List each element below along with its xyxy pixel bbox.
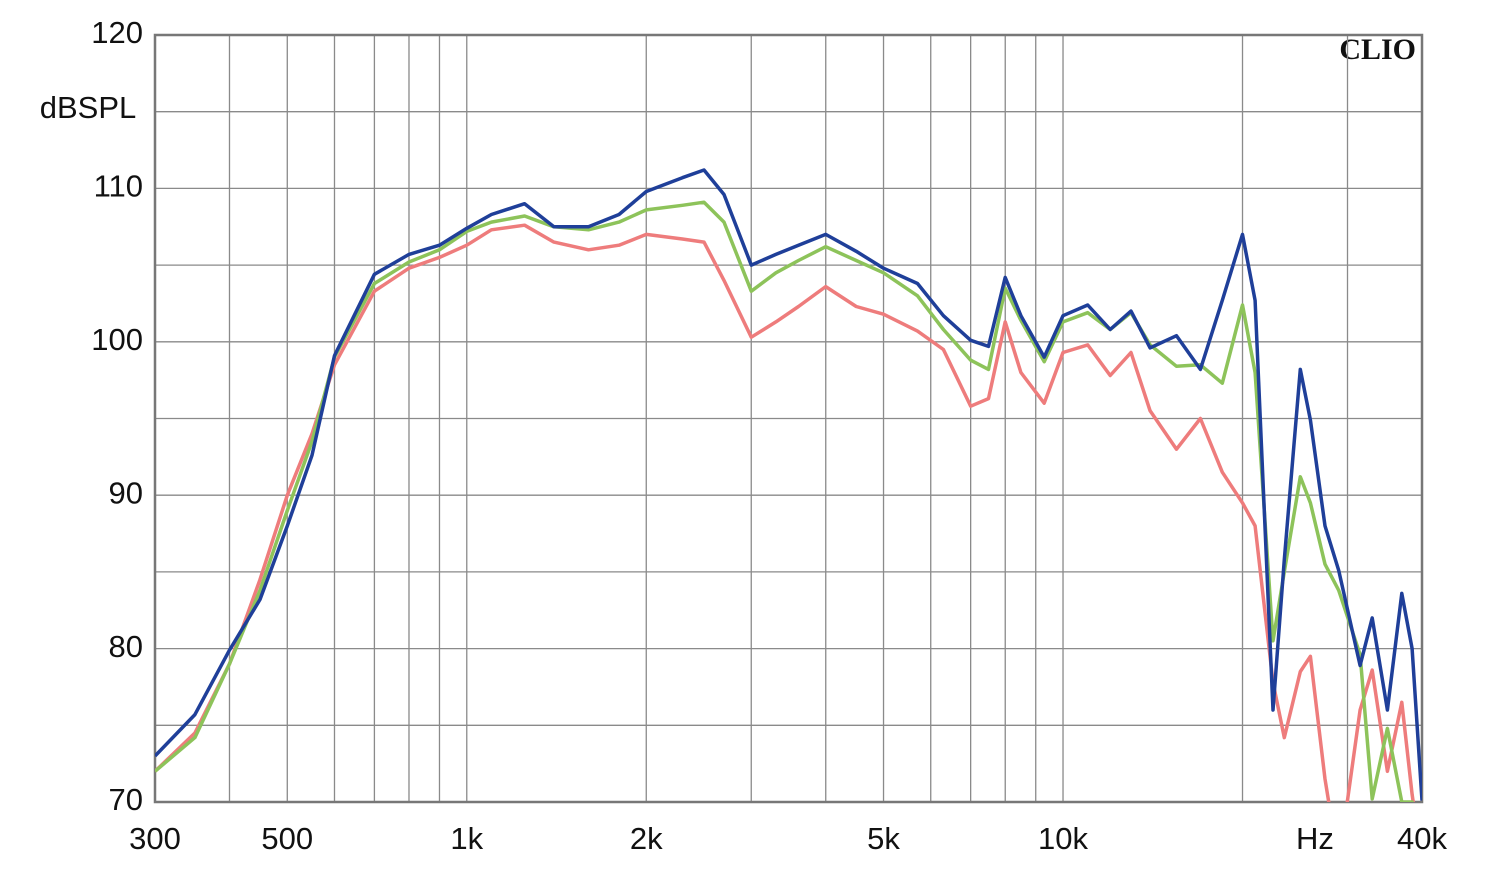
series-line [155,200,1414,802]
plot-frame [153,33,1424,804]
y-axis-label: dBSPL [40,90,137,125]
series-line [155,168,1422,801]
y-tick-label: 120 [91,15,143,50]
series-line [155,223,1415,802]
y-tick-label: 110 [94,169,143,204]
x-axis-label: Hz [1296,821,1334,856]
x-tick-label: 300 [129,821,181,856]
x-tick-label: 10k [1038,821,1088,856]
y-tick-label: 70 [109,782,143,817]
plot-area [155,168,1422,802]
x-tick-label: 5k [867,821,900,856]
x-tick-label: 2k [630,821,663,856]
x-tick-label: 500 [261,821,313,856]
y-tick-label: 80 [109,629,143,664]
x-tick-label: 40k [1397,821,1447,856]
x-tick-label: 1k [450,821,483,856]
y-tick-label: 90 [109,475,143,510]
brand: CLIO [1339,33,1416,66]
y-tick-label: 100 [91,322,143,357]
